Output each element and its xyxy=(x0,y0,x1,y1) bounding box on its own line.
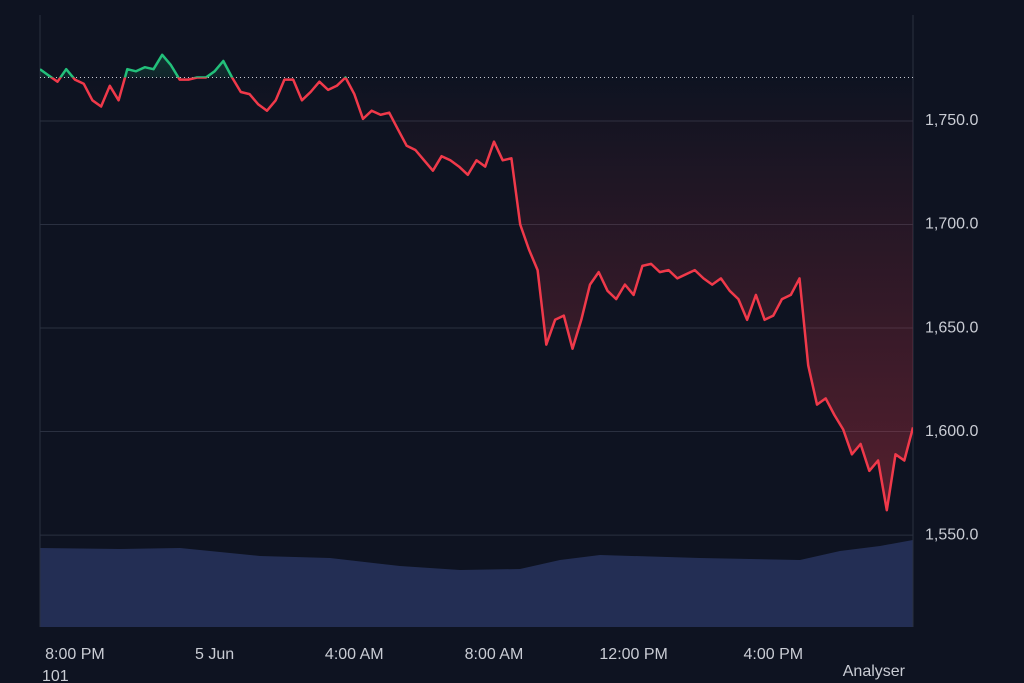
y-tick-label: 1,600.0 xyxy=(925,423,978,440)
footer-right[interactable]: Analyser xyxy=(843,663,906,680)
x-tick-label: 4:00 PM xyxy=(744,646,804,663)
y-tick-label: 1,550.0 xyxy=(925,526,978,543)
x-tick-label: 8:00 PM xyxy=(45,646,105,663)
price-line xyxy=(40,53,913,512)
grid xyxy=(40,120,913,536)
volume-area xyxy=(40,540,913,627)
footer-left: 101 xyxy=(42,668,69,683)
x-tick-label: 5 Jun xyxy=(195,646,234,663)
plot xyxy=(40,53,913,512)
x-tick-label: 4:00 AM xyxy=(325,646,384,663)
y-tick-label: 1,700.0 xyxy=(925,216,978,233)
x-tick-label: 12:00 PM xyxy=(599,646,667,663)
price-area xyxy=(40,54,913,511)
labels: 1,550.0 1,600.0 1,650.0 1,700.0 1,750.0 8:00 … xyxy=(45,112,978,663)
y-tick-label: 1,650.0 xyxy=(925,319,978,336)
y-tick-label: 1,750.0 xyxy=(925,112,978,129)
x-tick-label: 8:00 AM xyxy=(465,646,524,663)
